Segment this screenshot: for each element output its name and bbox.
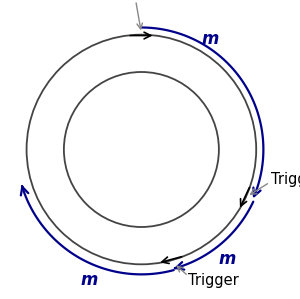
Text: m: m: [80, 271, 98, 289]
Text: Trigger: Trigger: [271, 172, 300, 187]
Text: Trigger: Trigger: [188, 273, 239, 288]
Text: m: m: [218, 250, 236, 268]
Text: m: m: [202, 30, 219, 48]
